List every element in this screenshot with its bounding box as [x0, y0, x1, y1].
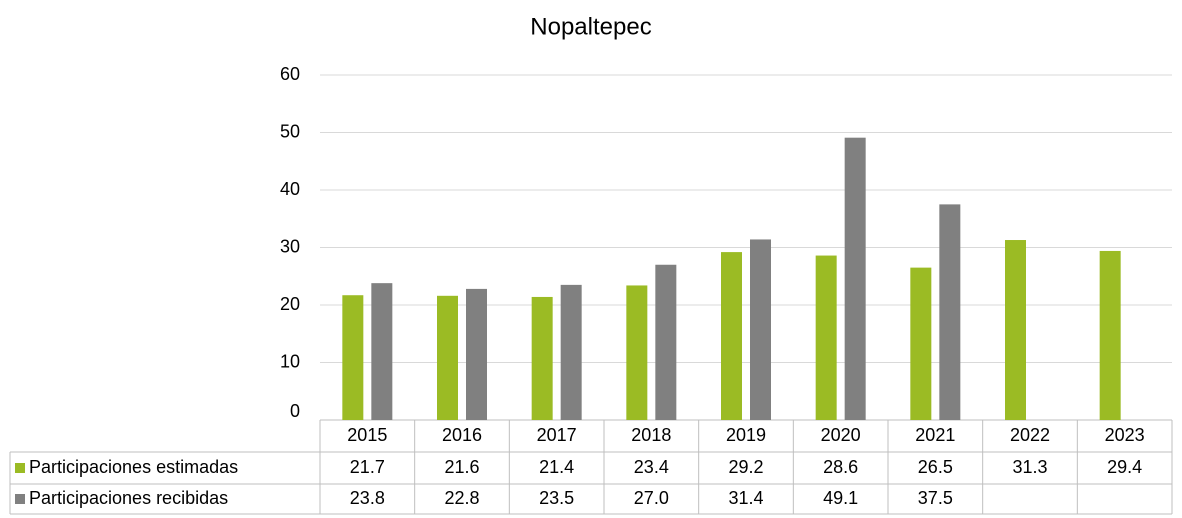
legend-swatch	[15, 463, 25, 473]
x-tick-label: 2017	[537, 425, 577, 445]
table-value: 23.5	[539, 488, 574, 508]
table-value: 49.1	[823, 488, 858, 508]
x-tick-label: 2021	[915, 425, 955, 445]
y-tick-label: 10	[280, 351, 300, 371]
legend-label: Participaciones recibidas	[29, 488, 228, 508]
x-tick-label: 2022	[1010, 425, 1050, 445]
y-tick-label: 60	[280, 64, 300, 84]
bar	[342, 295, 364, 420]
bar	[844, 137, 866, 421]
table-value: 29.2	[728, 457, 763, 477]
bar	[939, 204, 961, 420]
bar	[1005, 240, 1026, 420]
x-tick-label: 2023	[1105, 425, 1145, 445]
chart-title: Nopaltepec	[530, 13, 651, 40]
x-tick-label: 2018	[631, 425, 671, 445]
y-tick-label: 20	[280, 294, 300, 314]
y-tick-label: 30	[280, 236, 300, 256]
x-tick-label: 2019	[726, 425, 766, 445]
table-value: 31.3	[1012, 457, 1047, 477]
table-value: 21.6	[444, 457, 479, 477]
x-tick-label: 2020	[821, 425, 861, 445]
table-value: 23.8	[350, 488, 385, 508]
bar	[815, 255, 837, 420]
table-value: 27.0	[634, 488, 669, 508]
y-tick-label: 50	[280, 121, 300, 141]
bar	[531, 296, 553, 420]
table-value: 21.7	[350, 457, 385, 477]
bar	[560, 284, 582, 420]
legend-label: Participaciones estimadas	[29, 457, 238, 477]
bar	[750, 239, 771, 420]
bar	[910, 267, 932, 420]
bar	[371, 283, 393, 420]
x-tick-label: 2015	[347, 425, 387, 445]
bar	[655, 264, 677, 420]
table-value: 23.4	[634, 457, 669, 477]
legend-swatch	[15, 494, 25, 504]
y-tick-label: 40	[280, 179, 300, 199]
bar	[626, 285, 648, 420]
bar	[466, 288, 487, 420]
table-value: 29.4	[1107, 457, 1142, 477]
table-value: 21.4	[539, 457, 574, 477]
x-tick-label: 2016	[442, 425, 482, 445]
table-value: 26.5	[918, 457, 953, 477]
table-value: 22.8	[444, 488, 479, 508]
table-value: 28.6	[823, 457, 858, 477]
bar	[1099, 250, 1121, 420]
table-value: 31.4	[728, 488, 763, 508]
bar	[721, 252, 742, 420]
y-tick-label: 0	[290, 401, 300, 421]
table-value: 37.5	[918, 488, 953, 508]
bar	[437, 295, 458, 420]
